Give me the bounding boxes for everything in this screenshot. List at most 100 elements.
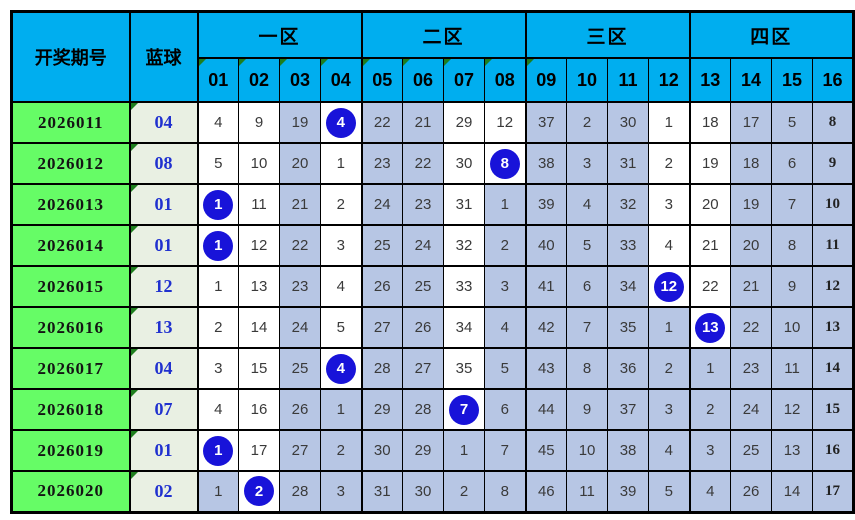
omission-cell: 19	[688, 142, 732, 185]
omission-cell: 1	[196, 470, 239, 513]
period-cell: 2026016	[11, 306, 130, 349]
omission-cell: 20	[688, 183, 732, 226]
omission-cell: 13	[771, 429, 814, 472]
trend-row: 2026015 12 1 13 23 4 26 25 33 3 41 6 34 12 22 21 9 12	[11, 265, 855, 308]
omission-cell: 33	[607, 224, 650, 267]
omission-cell: 22	[279, 224, 321, 267]
omission-cell: 17	[730, 101, 773, 144]
omission-cell: 17	[812, 470, 855, 513]
omission-cell: 21	[688, 224, 732, 267]
blue-ball-value-cell: 01	[128, 429, 198, 472]
drawn-ball-circle: 8	[489, 148, 520, 179]
omission-cell: 2	[648, 347, 691, 390]
trend-row: 2026017 04 3 15 25 4 28 27 35 5 43 8 36 2 1 23 11 14	[11, 347, 855, 390]
period-cell: 2026013	[11, 183, 130, 226]
omission-cell: 8	[771, 224, 814, 267]
blue-ball-value-cell: 04	[128, 347, 198, 390]
omission-cell: 39	[607, 470, 650, 513]
omission-cell: 40	[524, 224, 568, 267]
omission-cell: 23	[360, 142, 404, 185]
omission-cell: 6	[566, 265, 609, 308]
omission-cell: 25	[402, 265, 445, 308]
omission-cell: 26	[730, 470, 773, 513]
omission-cell: 46	[524, 470, 568, 513]
drawn-ball-circle: 1	[203, 230, 234, 261]
corner-marker-icon	[485, 60, 493, 66]
trend-row: 2026012 08 5 10 20 1 23 22 30 8 38 3 31 2 19 18 6 9	[11, 142, 855, 185]
omission-cell: 23	[730, 347, 773, 390]
drawn-ball-cell: 1	[196, 183, 239, 226]
omission-cell: 5	[319, 306, 363, 349]
omission-cell: 10	[771, 306, 814, 349]
omission-cell: 11	[812, 224, 855, 267]
period-cell: 2026014	[11, 224, 130, 267]
omission-cell: 29	[443, 101, 486, 144]
omission-cell: 9	[566, 388, 609, 431]
omission-cell: 11	[238, 183, 280, 226]
blue-ball-value-cell: 01	[128, 224, 198, 267]
period-column-header: 开奖期号	[11, 10, 130, 103]
drawn-ball-cell: 13	[688, 306, 732, 349]
omission-cell: 4	[196, 101, 239, 144]
omission-cell: 11	[566, 470, 609, 513]
omission-cell: 12	[238, 224, 280, 267]
omission-cell: 14	[812, 347, 855, 390]
omission-cell: 2	[319, 429, 363, 472]
column-header-cell: 04	[319, 57, 363, 103]
corner-marker-icon	[444, 60, 452, 66]
omission-cell: 1	[196, 265, 239, 308]
omission-cell: 8	[812, 101, 855, 144]
blue-ball-value-cell: 08	[128, 142, 198, 185]
omission-cell: 19	[279, 101, 321, 144]
zone-2-header: 二区	[360, 10, 527, 59]
corner-marker-icon	[131, 350, 138, 356]
column-header-cell: 02	[238, 57, 280, 103]
column-header-cell: 10	[566, 57, 609, 103]
trend-row: 2026018 07 4 16 26 1 29 28 7 6 44 9 37 3 2 24 12 15	[11, 388, 855, 431]
omission-cell: 25	[730, 429, 773, 472]
drawn-ball-cell: 7	[443, 388, 486, 431]
omission-cell: 31	[360, 470, 404, 513]
zone-1-header: 一区	[196, 10, 363, 59]
period-cell: 2026018	[11, 388, 130, 431]
zone-4-header: 四区	[688, 10, 855, 59]
omission-cell: 7	[771, 183, 814, 226]
omission-cell: 24	[279, 306, 321, 349]
omission-cell: 12	[812, 265, 855, 308]
corner-marker-icon	[131, 309, 138, 315]
drawn-ball-cell: 1	[196, 429, 239, 472]
omission-cell: 45	[524, 429, 568, 472]
omission-cell: 32	[607, 183, 650, 226]
corner-marker-icon	[527, 60, 534, 66]
omission-cell: 21	[279, 183, 321, 226]
omission-cell: 33	[443, 265, 486, 308]
omission-cell: 12	[771, 388, 814, 431]
trend-row: 2026014 01 1 12 22 3 25 24 32 2 40 5 33 4 21 20 8 11	[11, 224, 855, 267]
omission-cell: 37	[607, 388, 650, 431]
column-header-cell: 15	[771, 57, 814, 103]
column-header-cell: 14	[730, 57, 773, 103]
omission-cell: 17	[238, 429, 280, 472]
omission-cell: 34	[443, 306, 486, 349]
omission-cell: 14	[771, 470, 814, 513]
column-header-cell: 16	[812, 57, 855, 103]
omission-cell: 31	[443, 183, 486, 226]
column-header-cell: 09	[524, 57, 568, 103]
trend-row: 2026011 04 4 9 19 4 22 21 29 12 37 2 30 1 18 17 5 8	[11, 101, 855, 144]
omission-cell: 2	[484, 224, 527, 267]
omission-cell: 26	[279, 388, 321, 431]
omission-cell: 4	[196, 388, 239, 431]
blue-column-header: 蓝球	[128, 10, 198, 103]
omission-cell: 34	[607, 265, 650, 308]
period-cell: 2026020	[11, 470, 130, 513]
omission-cell: 43	[524, 347, 568, 390]
drawn-ball-circle: 12	[653, 271, 684, 302]
omission-cell: 39	[524, 183, 568, 226]
omission-cell: 23	[279, 265, 321, 308]
omission-cell: 22	[360, 101, 404, 144]
omission-cell: 27	[360, 306, 404, 349]
corner-marker-icon	[131, 186, 138, 192]
omission-cell: 6	[484, 388, 527, 431]
omission-cell: 13	[812, 306, 855, 349]
drawn-ball-circle: 1	[203, 435, 234, 466]
